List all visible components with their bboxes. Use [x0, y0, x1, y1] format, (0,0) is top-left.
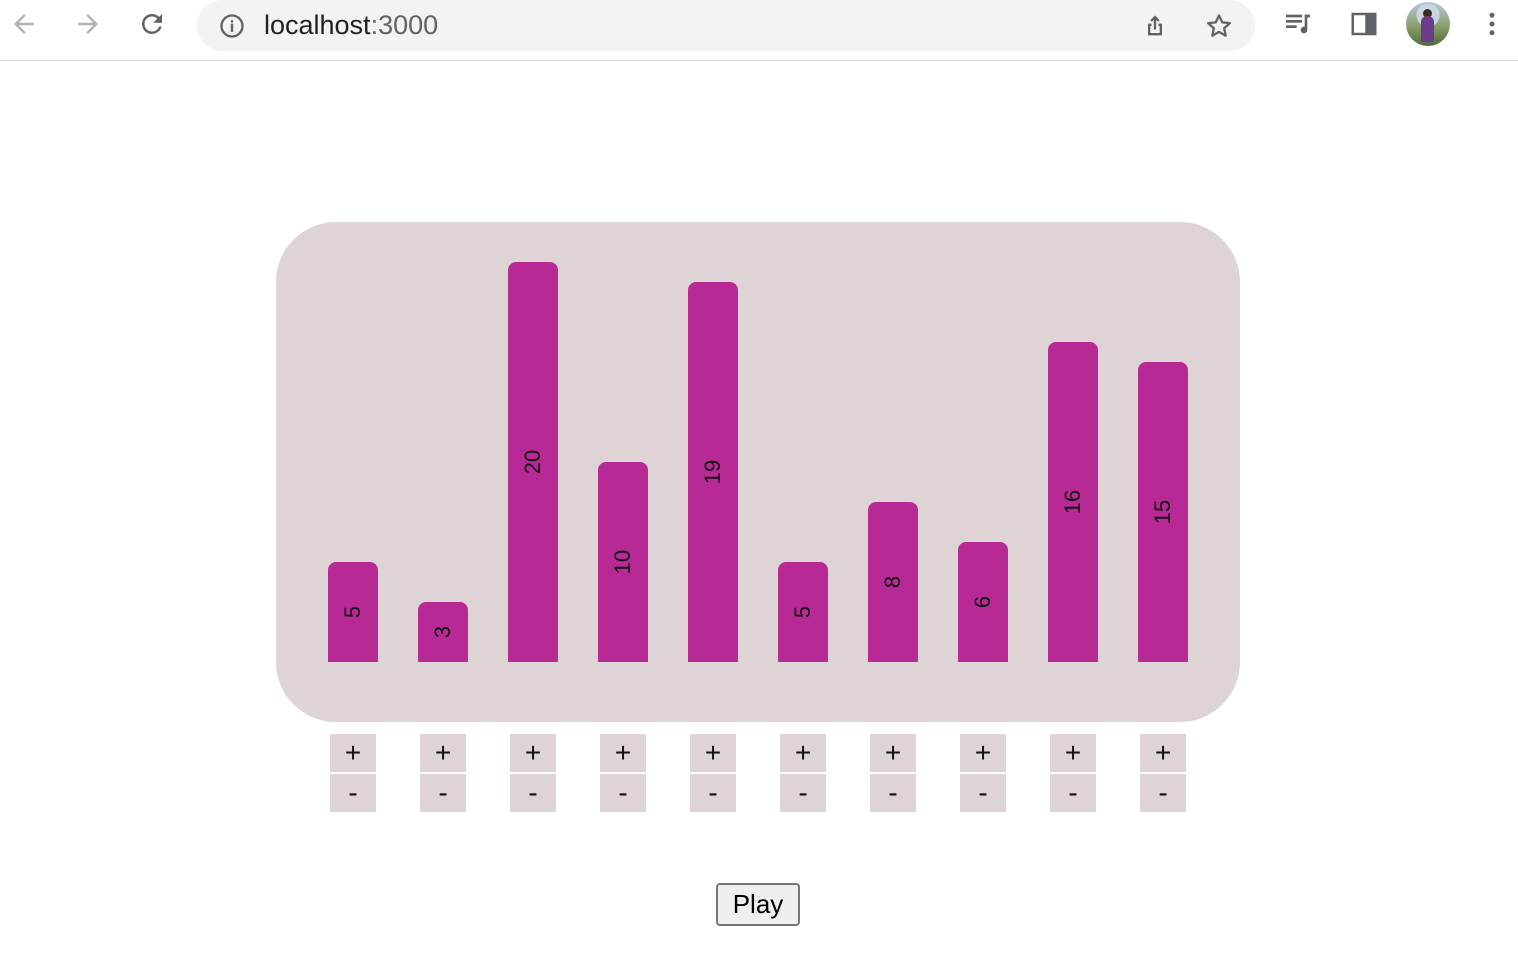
decrement-button[interactable]: - — [510, 774, 556, 812]
decrement-button[interactable]: - — [780, 774, 826, 812]
bar-value-label: 8 — [880, 575, 905, 589]
increment-button[interactable]: + — [780, 734, 826, 772]
increment-button[interactable]: + — [870, 734, 916, 772]
increment-button[interactable]: + — [1140, 734, 1186, 772]
reload-button[interactable] — [132, 4, 172, 44]
decrement-button[interactable]: - — [870, 774, 916, 812]
side-panel-icon — [1351, 12, 1377, 36]
bar-value-label: 6 — [970, 595, 995, 609]
address-bar[interactable]: localhost:3000 — [197, 0, 1255, 51]
increment-button[interactable]: + — [510, 734, 556, 772]
bar-value-label: 5 — [340, 605, 365, 619]
increment-button[interactable]: + — [690, 734, 736, 772]
play-button[interactable]: Play — [716, 883, 800, 926]
bar-value-label: 20 — [520, 449, 545, 475]
profile-avatar[interactable] — [1406, 2, 1450, 46]
increment-button[interactable]: + — [330, 734, 376, 772]
bar: 19 — [688, 282, 738, 662]
bar: 3 — [418, 602, 468, 662]
bookmark-button[interactable] — [1199, 6, 1239, 46]
avatar-figure — [1421, 16, 1434, 42]
back-button[interactable] — [4, 4, 44, 44]
bar: 15 — [1138, 362, 1188, 662]
bar-value-label: 5 — [790, 605, 815, 619]
media-queue-icon — [1286, 14, 1310, 34]
bar: 20 — [508, 262, 558, 662]
media-button[interactable] — [1278, 4, 1318, 44]
url-text[interactable]: localhost:3000 — [264, 10, 438, 40]
bar-value-label: 16 — [1060, 489, 1085, 515]
bar: 5 — [778, 562, 828, 662]
decrement-button[interactable]: - — [1050, 774, 1096, 812]
url-host: localhost — [264, 10, 371, 40]
share-icon — [1148, 15, 1162, 36]
bar-chart-panel: 5 3 20 10 19 5 8 6 16 15 — [276, 222, 1240, 722]
menu-button[interactable] — [1472, 4, 1512, 44]
bar: 8 — [868, 502, 918, 662]
arrow-right-icon — [78, 14, 98, 34]
share-button[interactable] — [1135, 6, 1175, 46]
bar-value-label: 15 — [1150, 499, 1175, 525]
kebab-menu-icon — [1489, 12, 1495, 36]
bar: 16 — [1048, 342, 1098, 662]
decrement-button[interactable]: - — [690, 774, 736, 812]
decrement-button[interactable]: - — [600, 774, 646, 812]
url-port: :3000 — [370, 10, 439, 40]
decrement-button[interactable]: - — [1140, 774, 1186, 812]
info-icon[interactable] — [217, 11, 247, 41]
arrow-left-icon — [14, 14, 34, 34]
bar: 10 — [598, 462, 648, 662]
side-panel-button[interactable] — [1344, 4, 1384, 44]
increment-button[interactable]: + — [1050, 734, 1096, 772]
decrement-button[interactable]: - — [420, 774, 466, 812]
avatar-head — [1423, 9, 1432, 18]
decrement-button[interactable]: - — [960, 774, 1006, 812]
bar: 5 — [328, 562, 378, 662]
bar-value-label: 10 — [610, 549, 635, 575]
decrement-button[interactable]: - — [330, 774, 376, 812]
increment-button[interactable]: + — [600, 734, 646, 772]
star-icon — [1207, 14, 1231, 37]
increment-button[interactable]: + — [420, 734, 466, 772]
reload-icon — [141, 13, 162, 34]
bar-value-label: 3 — [430, 625, 455, 639]
bar: 6 — [958, 542, 1008, 662]
increment-button[interactable]: + — [960, 734, 1006, 772]
browser-toolbar: localhost:3000 — [0, 0, 1518, 61]
bar-value-label: 19 — [700, 459, 725, 485]
forward-button[interactable] — [68, 4, 108, 44]
